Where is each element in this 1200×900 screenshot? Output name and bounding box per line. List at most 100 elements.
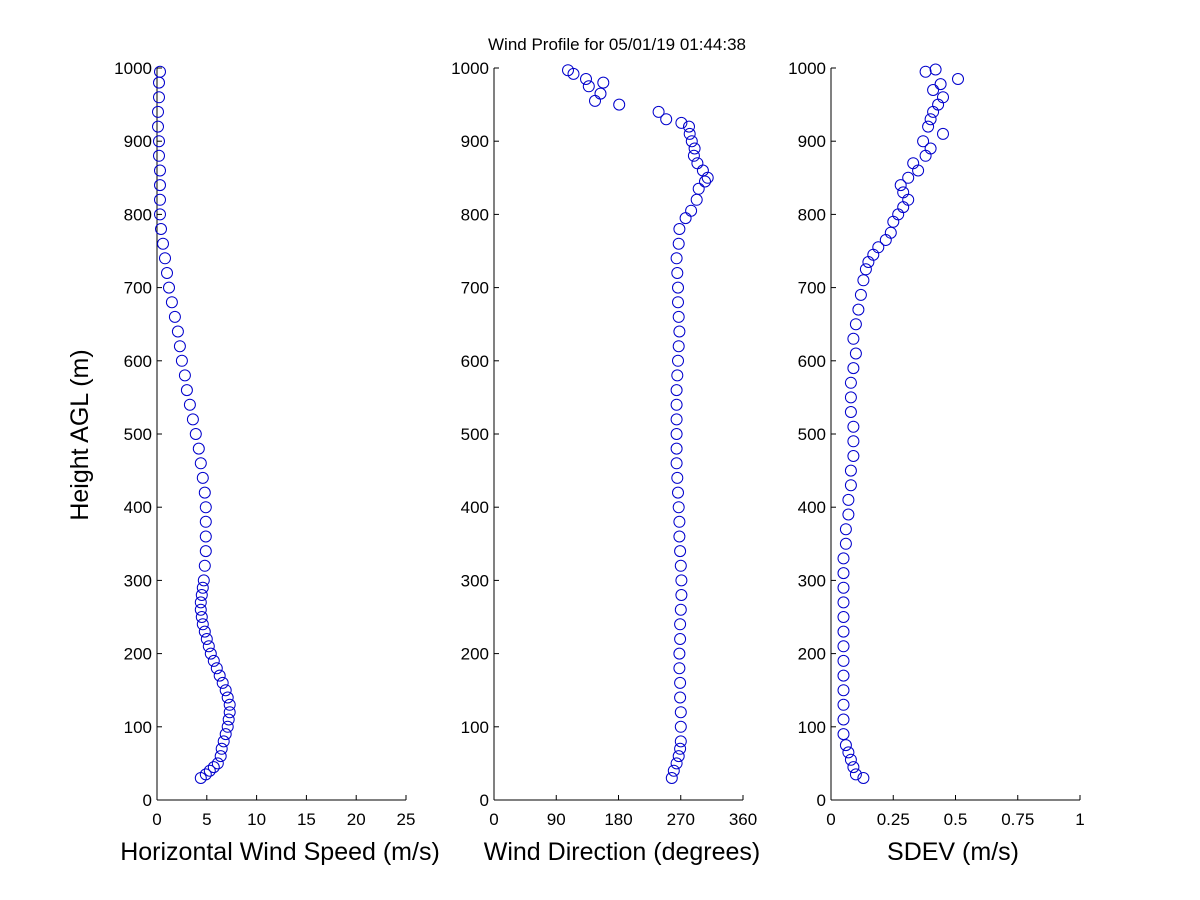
y-tick-label: 900 (461, 132, 489, 151)
data-point (189, 428, 202, 440)
data-point (200, 633, 213, 645)
data-point (202, 640, 215, 653)
data-point (194, 596, 207, 609)
data-point (213, 669, 226, 682)
data-point (692, 182, 705, 195)
data-point (674, 633, 687, 645)
data-point (672, 296, 684, 309)
data-point (672, 281, 684, 294)
y-tick-label: 1000 (788, 59, 826, 78)
data-point (183, 398, 196, 411)
data-point (672, 310, 685, 323)
data-point (683, 120, 695, 133)
data-point (199, 530, 212, 543)
data-point (210, 662, 223, 675)
data-point (675, 589, 688, 601)
data-point (691, 157, 704, 170)
data-point (674, 559, 687, 572)
data-point (163, 281, 175, 294)
data-point (844, 479, 857, 492)
data-point (154, 164, 166, 177)
x-axis-label: Horizontal Wind Speed (m/s) (120, 838, 440, 866)
data-point (872, 241, 885, 254)
data-point (674, 720, 687, 733)
data-point (672, 237, 685, 250)
data-point (671, 369, 684, 382)
data-point (672, 354, 684, 367)
y-tick-label: 100 (124, 718, 152, 737)
data-point (217, 735, 230, 748)
data-point (837, 654, 850, 667)
y-tick-label: 800 (461, 205, 489, 224)
data-point (199, 515, 212, 528)
data-point (196, 471, 209, 484)
data-point (844, 753, 857, 766)
data-point (847, 332, 860, 345)
data-point (837, 567, 850, 580)
data-point (674, 691, 687, 704)
y-tick-label: 800 (798, 205, 826, 224)
data-point (665, 772, 678, 784)
data-point (221, 720, 234, 733)
data-point (562, 64, 574, 77)
y-tick-label: 500 (461, 425, 489, 444)
data-point (207, 654, 220, 667)
x-tick-label: 0 (152, 810, 161, 829)
y-tick-label: 1000 (114, 59, 152, 78)
data-point (223, 698, 236, 711)
y-tick-label: 0 (480, 791, 489, 810)
data-point (671, 471, 684, 484)
data-point (857, 772, 870, 784)
data-point (216, 676, 229, 689)
data-point (192, 442, 205, 455)
data-point (857, 274, 870, 287)
chart-panel-3: 0 0.25 0.5 0.75 1 0 100 200 300 400 500 600 700 800 90… (788, 59, 1085, 866)
data-point (194, 457, 207, 470)
data-point (847, 761, 860, 774)
y-tick-label: 600 (461, 352, 489, 371)
y-tick-label: 500 (124, 425, 152, 444)
data-point (937, 127, 949, 140)
data-point (222, 713, 235, 726)
data-point (194, 603, 207, 616)
data-point (152, 105, 164, 118)
data-point (937, 91, 949, 104)
data-point (594, 87, 607, 100)
x-tick-label: 0.75 (1001, 810, 1034, 829)
y-tick-label: 500 (798, 425, 826, 444)
chart-panels: 0 5 10 15 20 25010020030040050060070080090010… (114, 59, 1085, 866)
data-point (837, 640, 850, 653)
data-point (837, 728, 850, 741)
data-point (196, 581, 209, 594)
y-tick-label: 1000 (451, 59, 489, 78)
x-tick-label: 0 (489, 810, 498, 829)
data-point (844, 464, 857, 477)
data-point (929, 63, 942, 76)
data-point (154, 193, 166, 206)
data-point (670, 413, 683, 426)
y-tick-label: 400 (798, 498, 826, 517)
chart-title: Wind Profile for 05/01/19 01:44:38 (488, 35, 746, 54)
data-point (854, 288, 867, 301)
data-point (671, 267, 684, 279)
y-tick-label: 100 (798, 718, 826, 737)
y-tick-label: 300 (798, 571, 826, 590)
data-point (597, 76, 610, 89)
data-point (153, 149, 165, 162)
y-tick-label: 800 (124, 205, 152, 224)
y-tick-label: 200 (124, 645, 152, 664)
y-tick-label: 900 (798, 132, 826, 151)
data-point (902, 171, 915, 184)
data-point (670, 384, 683, 397)
x-tick-label: 10 (247, 810, 266, 829)
data-point (927, 84, 940, 96)
data-point (837, 552, 850, 565)
data-point (849, 768, 862, 781)
data-point (161, 267, 173, 279)
data-point (847, 362, 860, 375)
data-point (934, 78, 947, 91)
data-point (195, 589, 208, 601)
data-point (837, 713, 850, 726)
x-tick-label: 25 (397, 810, 416, 829)
data-point (674, 545, 687, 558)
